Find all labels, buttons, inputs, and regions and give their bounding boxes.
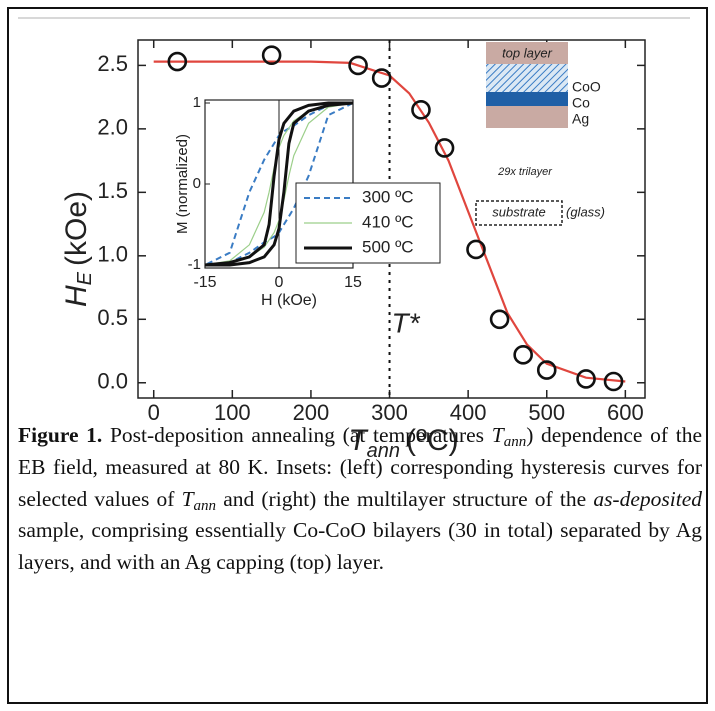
hysteresis-loop xyxy=(204,102,354,266)
data-point xyxy=(371,68,392,88)
hysteresis-loop xyxy=(204,101,354,267)
caption-text: T xyxy=(181,486,194,511)
caption-text: ) dependence of the EB field, measured a… xyxy=(18,423,702,511)
data-point xyxy=(434,138,455,158)
y-label-unit: (kOe) xyxy=(60,191,93,266)
layer-ag xyxy=(486,106,568,128)
x-tick-label: 0 xyxy=(148,400,160,425)
inset-x-label: H (kOe) xyxy=(261,292,317,309)
fit-curve xyxy=(153,60,626,383)
x-label-sub: ann xyxy=(367,440,400,462)
caption: Figure 1. Post-deposition annealing (at … xyxy=(18,420,702,579)
x-tick-label: 600 xyxy=(607,400,644,425)
data-point xyxy=(603,371,624,392)
layer-label: CoO xyxy=(572,79,601,95)
caption-text: ann xyxy=(503,434,527,450)
y-tick-label: 1.0 xyxy=(97,242,128,267)
inset-x-tick-label: 0 xyxy=(275,274,284,291)
caption-text: T xyxy=(491,423,504,447)
data-point xyxy=(489,309,510,330)
inset-y-tick-label: -1 xyxy=(188,256,201,273)
caption-text: ann xyxy=(193,497,217,514)
x-tick-label: 500 xyxy=(528,400,565,425)
x-tick-label: 100 xyxy=(214,400,251,425)
data-point xyxy=(536,360,557,380)
y-axis-label: HE (kOe) xyxy=(60,191,96,307)
data-point xyxy=(513,345,533,365)
inset-y-label: M (normalized) xyxy=(174,134,191,234)
data-point xyxy=(411,100,431,120)
caption-text: sample, comprising essentially Co-CoO bi… xyxy=(18,518,702,575)
figure-border xyxy=(7,7,708,704)
layer-label: top layer xyxy=(502,45,553,60)
layer-coo xyxy=(486,64,568,92)
layer-label: Co xyxy=(572,95,590,111)
x-tick-label: 300 xyxy=(371,400,408,425)
plot-frame xyxy=(137,39,646,399)
data-point xyxy=(261,45,282,66)
legend-label: 410 ºC xyxy=(362,212,414,231)
x-tick-label: 200 xyxy=(293,400,330,425)
data-point xyxy=(348,55,368,76)
inset-y-tick-label: 0 xyxy=(193,175,201,192)
data-point xyxy=(466,239,486,260)
inset-x-tick-label: -15 xyxy=(193,274,216,291)
legend-label: 500 ºC xyxy=(362,237,414,256)
reference-label: T* xyxy=(392,307,421,338)
substrate-label: substrate xyxy=(492,204,545,219)
x-tick-label: 400 xyxy=(450,400,487,425)
inset-y-tick-label: 1 xyxy=(193,94,201,111)
y-tick-label: 2.5 xyxy=(97,51,128,76)
caption-text: as-deposited xyxy=(593,486,702,511)
y-tick-label: 1.5 xyxy=(97,178,128,203)
legend-label: 300 ºC xyxy=(362,187,414,206)
x-label-main: T xyxy=(348,424,369,457)
data-point xyxy=(576,369,596,389)
caption-text: Figure 1. xyxy=(18,423,103,447)
substrate-note: (glass) xyxy=(566,204,605,219)
inset-x-tick-label: 15 xyxy=(344,274,362,291)
layer-co xyxy=(486,92,568,106)
repeat-label: 29x trilayer xyxy=(497,166,553,178)
caption-text: and (right) the multilayer structure of … xyxy=(216,486,594,511)
x-label-unit: (ºC) xyxy=(406,424,459,457)
substrate-box xyxy=(475,200,563,226)
layer-label: Ag xyxy=(572,111,589,127)
plot: 0.00.51.01.52.02.50 100 200 300 400 500 600HE(… xyxy=(60,39,646,462)
layer-top xyxy=(486,42,568,64)
y-tick-label: 2.0 xyxy=(97,115,128,140)
x-axis-label: Tann (ºC) xyxy=(348,424,458,462)
data-point xyxy=(167,51,188,72)
caption-text: Post-deposition annealing (at temperatur… xyxy=(102,423,492,447)
y-label-main: H xyxy=(60,285,93,307)
y-tick-label: 0.5 xyxy=(97,305,128,330)
y-label-sub: E xyxy=(74,271,96,285)
y-tick-label: 0.0 xyxy=(97,369,128,394)
